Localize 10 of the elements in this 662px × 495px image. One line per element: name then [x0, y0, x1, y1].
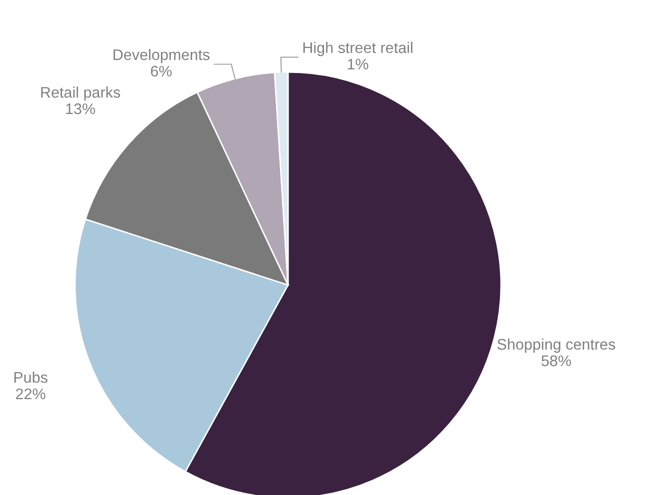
- slice-label: High street retail: [303, 42, 412, 56]
- slice-label: Developments: [114, 48, 210, 64]
- slice-label: Pubs: [14, 372, 48, 383]
- data-label: 1%: [348, 58, 368, 70]
- data-label: 58%: [542, 355, 571, 366]
- data-label: 6%: [150, 66, 172, 77]
- slice-label: Shopping centres: [497, 338, 616, 353]
- slice-label: Retail parks: [41, 86, 120, 101]
- data-label: 22%: [16, 388, 46, 400]
- data-label: 13%: [66, 103, 96, 114]
